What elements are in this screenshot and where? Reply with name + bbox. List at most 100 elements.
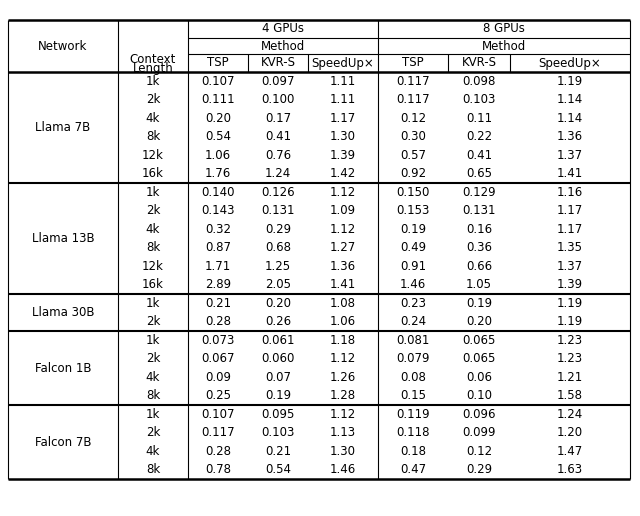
Text: 1k: 1k [146, 334, 160, 347]
Text: 1.14: 1.14 [557, 93, 583, 106]
Text: 0.19: 0.19 [265, 389, 291, 402]
Text: 0.09: 0.09 [205, 371, 231, 384]
Text: 0.095: 0.095 [261, 408, 294, 421]
Text: Method: Method [261, 40, 305, 53]
Text: 0.17: 0.17 [265, 112, 291, 125]
Text: 1.39: 1.39 [557, 278, 583, 291]
Text: 1.19: 1.19 [557, 315, 583, 328]
Text: 0.22: 0.22 [466, 130, 492, 143]
Text: 0.060: 0.060 [261, 352, 294, 365]
Text: 1k: 1k [146, 186, 160, 199]
Text: 0.54: 0.54 [205, 130, 231, 143]
Text: 0.131: 0.131 [261, 204, 295, 217]
Text: 1.63: 1.63 [557, 463, 583, 476]
Text: 1.41: 1.41 [557, 167, 583, 180]
Text: SpeedUp×: SpeedUp× [312, 56, 374, 70]
Text: 0.143: 0.143 [201, 204, 235, 217]
Text: 0.096: 0.096 [462, 408, 496, 421]
Text: 2k: 2k [146, 352, 160, 365]
Text: 0.65: 0.65 [466, 167, 492, 180]
Text: 0.18: 0.18 [400, 445, 426, 458]
Text: TSP: TSP [207, 56, 229, 70]
Text: SpeedUp×: SpeedUp× [539, 56, 602, 70]
Text: 0.061: 0.061 [261, 334, 295, 347]
Text: 0.100: 0.100 [261, 93, 294, 106]
Text: 1.28: 1.28 [330, 389, 356, 402]
Text: 12k: 12k [142, 260, 164, 273]
Text: Llama 13B: Llama 13B [32, 232, 94, 245]
Text: 2.05: 2.05 [265, 278, 291, 291]
Text: 4k: 4k [146, 445, 160, 458]
Text: 0.097: 0.097 [261, 75, 295, 88]
Text: 1.11: 1.11 [330, 93, 356, 106]
Text: 0.107: 0.107 [201, 408, 235, 421]
Text: 0.15: 0.15 [400, 389, 426, 402]
Text: 0.54: 0.54 [265, 463, 291, 476]
Text: 0.06: 0.06 [466, 371, 492, 384]
Text: 1.16: 1.16 [557, 186, 583, 199]
Text: 16k: 16k [142, 167, 164, 180]
Text: 1.17: 1.17 [557, 204, 583, 217]
Text: 0.098: 0.098 [462, 75, 496, 88]
Text: 1.11: 1.11 [330, 75, 356, 88]
Text: 1.08: 1.08 [330, 297, 356, 310]
Text: 0.26: 0.26 [265, 315, 291, 328]
Text: 0.126: 0.126 [261, 186, 295, 199]
Text: 0.129: 0.129 [462, 186, 496, 199]
Text: 0.21: 0.21 [205, 297, 231, 310]
Text: 0.29: 0.29 [265, 223, 291, 236]
Text: 0.07: 0.07 [265, 371, 291, 384]
Text: 1.30: 1.30 [330, 130, 356, 143]
Text: 1.20: 1.20 [557, 426, 583, 439]
Text: 0.41: 0.41 [265, 130, 291, 143]
Text: 16k: 16k [142, 278, 164, 291]
Text: 1.36: 1.36 [557, 130, 583, 143]
Text: 0.36: 0.36 [466, 241, 492, 254]
Text: 0.10: 0.10 [466, 389, 492, 402]
Text: 0.29: 0.29 [466, 463, 492, 476]
Text: 0.19: 0.19 [400, 223, 426, 236]
Text: 0.28: 0.28 [205, 315, 231, 328]
Text: 1.30: 1.30 [330, 445, 356, 458]
Text: 0.099: 0.099 [462, 426, 496, 439]
Text: 0.103: 0.103 [462, 93, 496, 106]
Text: 0.131: 0.131 [462, 204, 496, 217]
Text: 1.19: 1.19 [557, 75, 583, 88]
Text: 1.42: 1.42 [330, 167, 356, 180]
Text: 1.21: 1.21 [557, 371, 583, 384]
Text: 8k: 8k [146, 241, 160, 254]
Text: TSP: TSP [402, 56, 424, 70]
Text: 0.118: 0.118 [396, 426, 429, 439]
Text: 1.12: 1.12 [330, 223, 356, 236]
Text: 0.41: 0.41 [466, 149, 492, 162]
Text: 1.12: 1.12 [330, 186, 356, 199]
Text: Falcon 1B: Falcon 1B [35, 362, 92, 375]
Text: Context: Context [130, 53, 176, 66]
Text: 0.87: 0.87 [205, 241, 231, 254]
Text: 1.35: 1.35 [557, 241, 583, 254]
Text: Falcon 7B: Falcon 7B [35, 436, 92, 448]
Text: 1.46: 1.46 [330, 463, 356, 476]
Text: 0.78: 0.78 [205, 463, 231, 476]
Text: 8 GPUs: 8 GPUs [483, 23, 525, 36]
Text: 0.140: 0.140 [201, 186, 235, 199]
Text: 0.23: 0.23 [400, 297, 426, 310]
Text: 0.073: 0.073 [202, 334, 235, 347]
Text: 0.079: 0.079 [396, 352, 429, 365]
Text: 0.065: 0.065 [462, 352, 496, 365]
Text: 0.117: 0.117 [201, 426, 235, 439]
Text: 1.26: 1.26 [330, 371, 356, 384]
Text: 1k: 1k [146, 75, 160, 88]
Text: 0.11: 0.11 [466, 112, 492, 125]
Text: 0.117: 0.117 [396, 75, 430, 88]
Text: 0.21: 0.21 [265, 445, 291, 458]
Text: KVR-S: KVR-S [461, 56, 497, 70]
Text: 1.06: 1.06 [330, 315, 356, 328]
Text: 1.76: 1.76 [205, 167, 231, 180]
Text: 2.89: 2.89 [205, 278, 231, 291]
Text: 4k: 4k [146, 112, 160, 125]
Text: 1.24: 1.24 [557, 408, 583, 421]
Text: 0.49: 0.49 [400, 241, 426, 254]
Text: 1.46: 1.46 [400, 278, 426, 291]
Text: 0.30: 0.30 [400, 130, 426, 143]
